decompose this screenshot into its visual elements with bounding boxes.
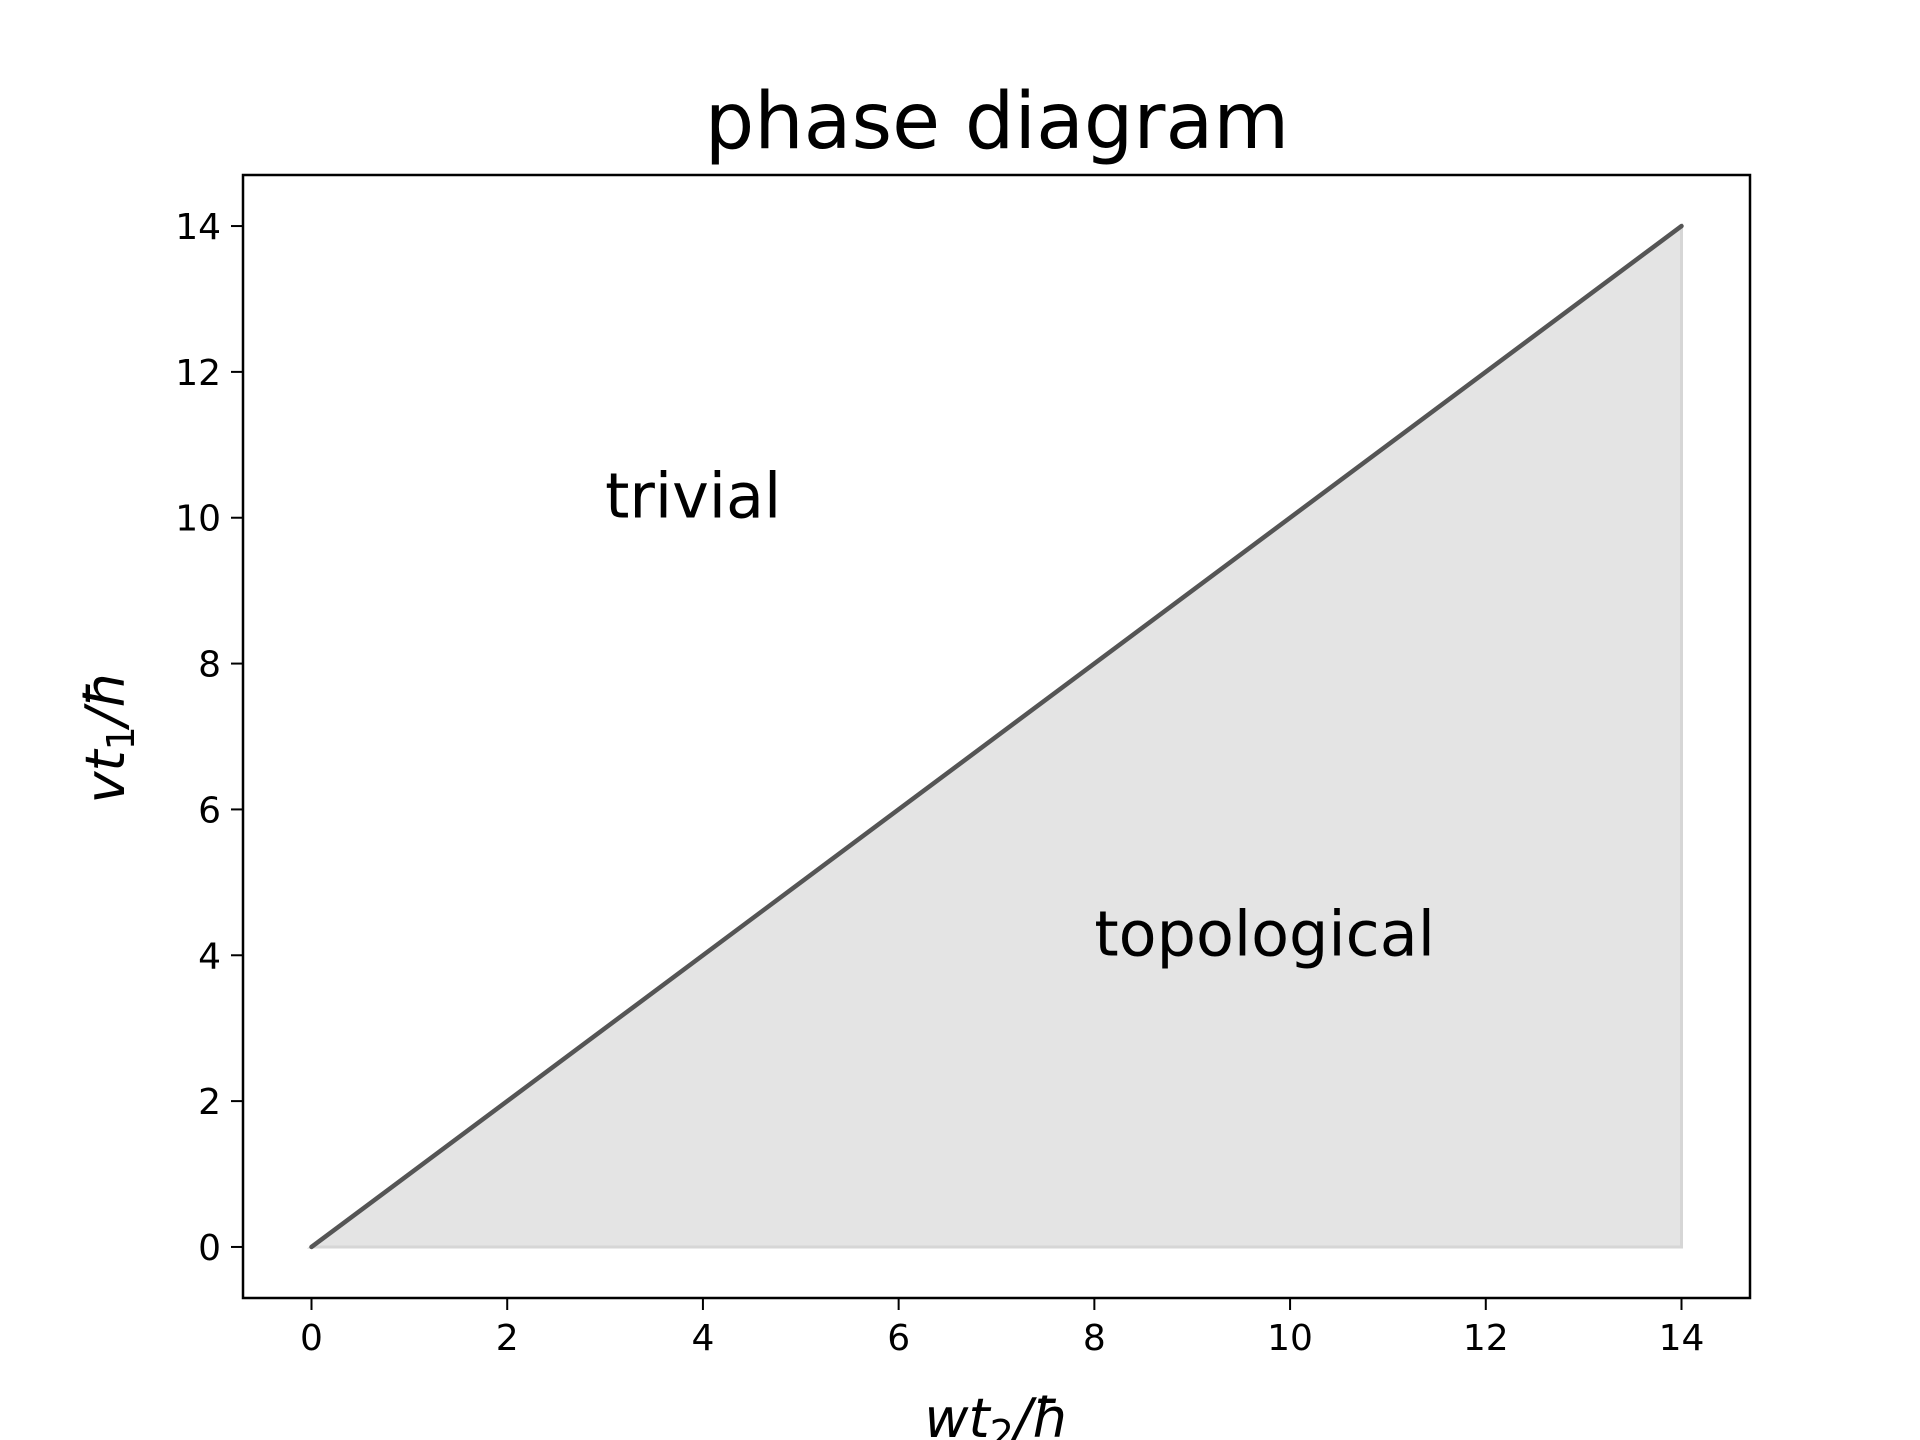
chart-title: phase diagram bbox=[705, 77, 1290, 167]
y-tick-label: 6 bbox=[198, 790, 221, 831]
x-tick-label: 0 bbox=[300, 1318, 323, 1359]
x-tick-label: 10 bbox=[1267, 1318, 1313, 1359]
x-axis: 0 2 4 6 8 10 12 14 bbox=[300, 1298, 1704, 1359]
x-axis-label: wt2/ħ bbox=[924, 1387, 1069, 1440]
plot-frame bbox=[241, 173, 1752, 1300]
region-label-trivial: trivial bbox=[605, 460, 781, 533]
x-tick-label: 4 bbox=[691, 1318, 714, 1359]
y-tick-label: 10 bbox=[175, 499, 221, 540]
y-tick-label: 2 bbox=[198, 1082, 221, 1123]
x-tick-label: 6 bbox=[887, 1318, 910, 1359]
phase-boundary-line bbox=[309, 223, 1684, 1250]
plot-area: trivial topological bbox=[306, 223, 1684, 1250]
x-tick-label: 12 bbox=[1463, 1318, 1509, 1359]
y-tick-label: 0 bbox=[198, 1228, 221, 1269]
y-tick-label: 12 bbox=[175, 353, 221, 394]
y-tick-label: 4 bbox=[198, 936, 221, 977]
x-tick-label: 2 bbox=[496, 1318, 519, 1359]
y-axis: 0 2 4 6 8 10 12 14 bbox=[175, 207, 243, 1269]
x-tick-label: 14 bbox=[1659, 1318, 1705, 1359]
region-label-topological: topological bbox=[1094, 897, 1435, 970]
y-tick-label: 8 bbox=[198, 645, 221, 686]
x-tick-label: 8 bbox=[1083, 1318, 1106, 1359]
y-tick-label: 14 bbox=[175, 207, 221, 248]
y-axis-label: vt1/ħ bbox=[74, 670, 143, 803]
